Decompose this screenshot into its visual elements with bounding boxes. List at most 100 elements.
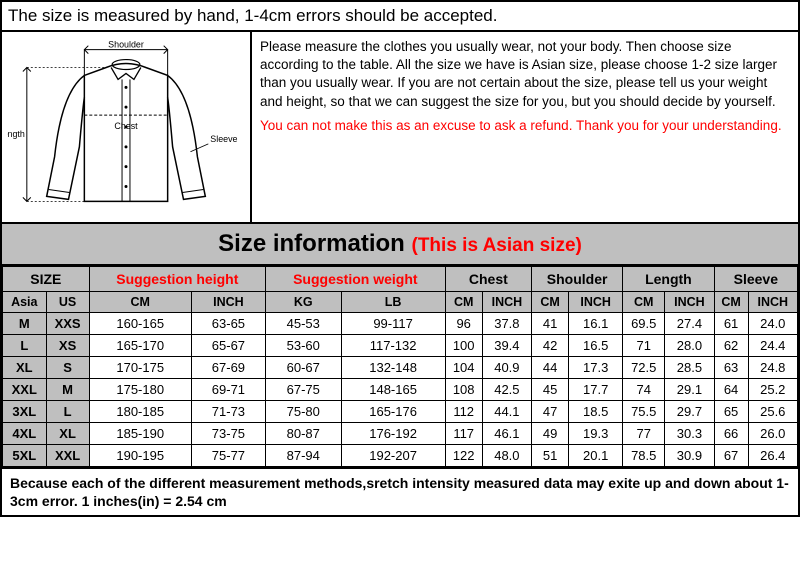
cell-hin: 75-77: [191, 445, 265, 467]
table-row: 5XLXXL190-19575-7787-94192-20712248.0512…: [3, 445, 798, 467]
cell-hcm: 170-175: [89, 357, 191, 379]
cell-cin: 42.5: [482, 379, 531, 401]
instruction-text: Please measure the clothes you usually w…: [260, 38, 790, 111]
th-inch: INCH: [191, 292, 265, 313]
th-suggheight: Suggestion height: [89, 267, 265, 292]
table-row: XXLM175-18069-7167-75148-16510842.54517.…: [3, 379, 798, 401]
cell-us: L: [46, 401, 89, 423]
size-table: SIZE Suggestion height Suggestion weight…: [2, 266, 798, 467]
cell-slcm: 65: [714, 401, 748, 423]
th-chest: Chest: [445, 267, 531, 292]
th-lb: LB: [341, 292, 445, 313]
cell-sin: 18.5: [569, 401, 623, 423]
th-size: SIZE: [3, 267, 90, 292]
cell-sin: 17.7: [569, 379, 623, 401]
th-asia: Asia: [3, 292, 47, 313]
label-sleeve: Sleeve: [210, 134, 237, 144]
cell-cin: 37.8: [482, 313, 531, 335]
cell-hcm: 175-180: [89, 379, 191, 401]
cell-ccm: 100: [445, 335, 482, 357]
th-us: US: [46, 292, 89, 313]
cell-lcm: 69.5: [623, 313, 665, 335]
th-inch: INCH: [482, 292, 531, 313]
label-chest: Chest: [114, 121, 138, 131]
th-cm: CM: [89, 292, 191, 313]
cell-scm: 47: [532, 401, 569, 423]
cell-lin: 28.5: [665, 357, 714, 379]
th-sleeve: Sleeve: [714, 267, 797, 292]
cell-asia: 4XL: [3, 423, 47, 445]
cell-cin: 48.0: [482, 445, 531, 467]
cell-scm: 49: [532, 423, 569, 445]
cell-us: XXS: [46, 313, 89, 335]
cell-ccm: 96: [445, 313, 482, 335]
cell-lcm: 75.5: [623, 401, 665, 423]
cell-wlb: 176-192: [341, 423, 445, 445]
cell-ccm: 117: [445, 423, 482, 445]
cell-scm: 51: [532, 445, 569, 467]
cell-lcm: 72.5: [623, 357, 665, 379]
cell-slcm: 62: [714, 335, 748, 357]
th-inch: INCH: [748, 292, 797, 313]
cell-ccm: 112: [445, 401, 482, 423]
cell-wkg: 53-60: [266, 335, 342, 357]
cell-slcm: 66: [714, 423, 748, 445]
th-cm: CM: [714, 292, 748, 313]
cell-hcm: 180-185: [89, 401, 191, 423]
cell-lin: 30.9: [665, 445, 714, 467]
cell-wlb: 192-207: [341, 445, 445, 467]
cell-us: XL: [46, 423, 89, 445]
cell-sin: 19.3: [569, 423, 623, 445]
th-inch: INCH: [665, 292, 714, 313]
cell-asia: XXL: [3, 379, 47, 401]
size-chart-container: The size is measured by hand, 1-4cm erro…: [0, 0, 800, 517]
cell-cin: 39.4: [482, 335, 531, 357]
cell-cin: 46.1: [482, 423, 531, 445]
cell-slin: 25.6: [748, 401, 797, 423]
cell-scm: 45: [532, 379, 569, 401]
cell-wkg: 80-87: [266, 423, 342, 445]
cell-lcm: 78.5: [623, 445, 665, 467]
cell-ccm: 108: [445, 379, 482, 401]
th-cm: CM: [445, 292, 482, 313]
cell-slin: 24.8: [748, 357, 797, 379]
th-suggweight: Suggestion weight: [266, 267, 446, 292]
cell-sin: 20.1: [569, 445, 623, 467]
cell-slin: 24.4: [748, 335, 797, 357]
label-length: Length: [7, 129, 25, 139]
label-shoulder: Shoulder: [108, 40, 144, 50]
table-row: 3XLL180-18571-7375-80165-17611244.14718.…: [3, 401, 798, 423]
cell-wlb: 132-148: [341, 357, 445, 379]
cell-scm: 41: [532, 313, 569, 335]
cell-hin: 67-69: [191, 357, 265, 379]
cell-asia: 5XL: [3, 445, 47, 467]
cell-scm: 42: [532, 335, 569, 357]
cell-wlb: 117-132: [341, 335, 445, 357]
th-length: Length: [623, 267, 714, 292]
cell-lcm: 74: [623, 379, 665, 401]
cell-lcm: 77: [623, 423, 665, 445]
cell-lin: 29.1: [665, 379, 714, 401]
cell-sin: 16.1: [569, 313, 623, 335]
top-notice: The size is measured by hand, 1-4cm erro…: [2, 2, 798, 32]
shirt-diagram: Shoulder: [2, 32, 252, 222]
cell-lin: 28.0: [665, 335, 714, 357]
cell-slin: 26.0: [748, 423, 797, 445]
cell-wlb: 99-117: [341, 313, 445, 335]
cell-slin: 26.4: [748, 445, 797, 467]
cell-asia: M: [3, 313, 47, 335]
th-shoulder: Shoulder: [532, 267, 623, 292]
th-kg: KG: [266, 292, 342, 313]
cell-wlb: 148-165: [341, 379, 445, 401]
cell-hin: 63-65: [191, 313, 265, 335]
cell-us: S: [46, 357, 89, 379]
cell-slcm: 64: [714, 379, 748, 401]
cell-sin: 16.5: [569, 335, 623, 357]
table-row: MXXS160-16563-6545-5399-1179637.84116.16…: [3, 313, 798, 335]
cell-sin: 17.3: [569, 357, 623, 379]
cell-slcm: 63: [714, 357, 748, 379]
cell-hcm: 160-165: [89, 313, 191, 335]
cell-wkg: 45-53: [266, 313, 342, 335]
cell-lin: 27.4: [665, 313, 714, 335]
cell-hcm: 190-195: [89, 445, 191, 467]
